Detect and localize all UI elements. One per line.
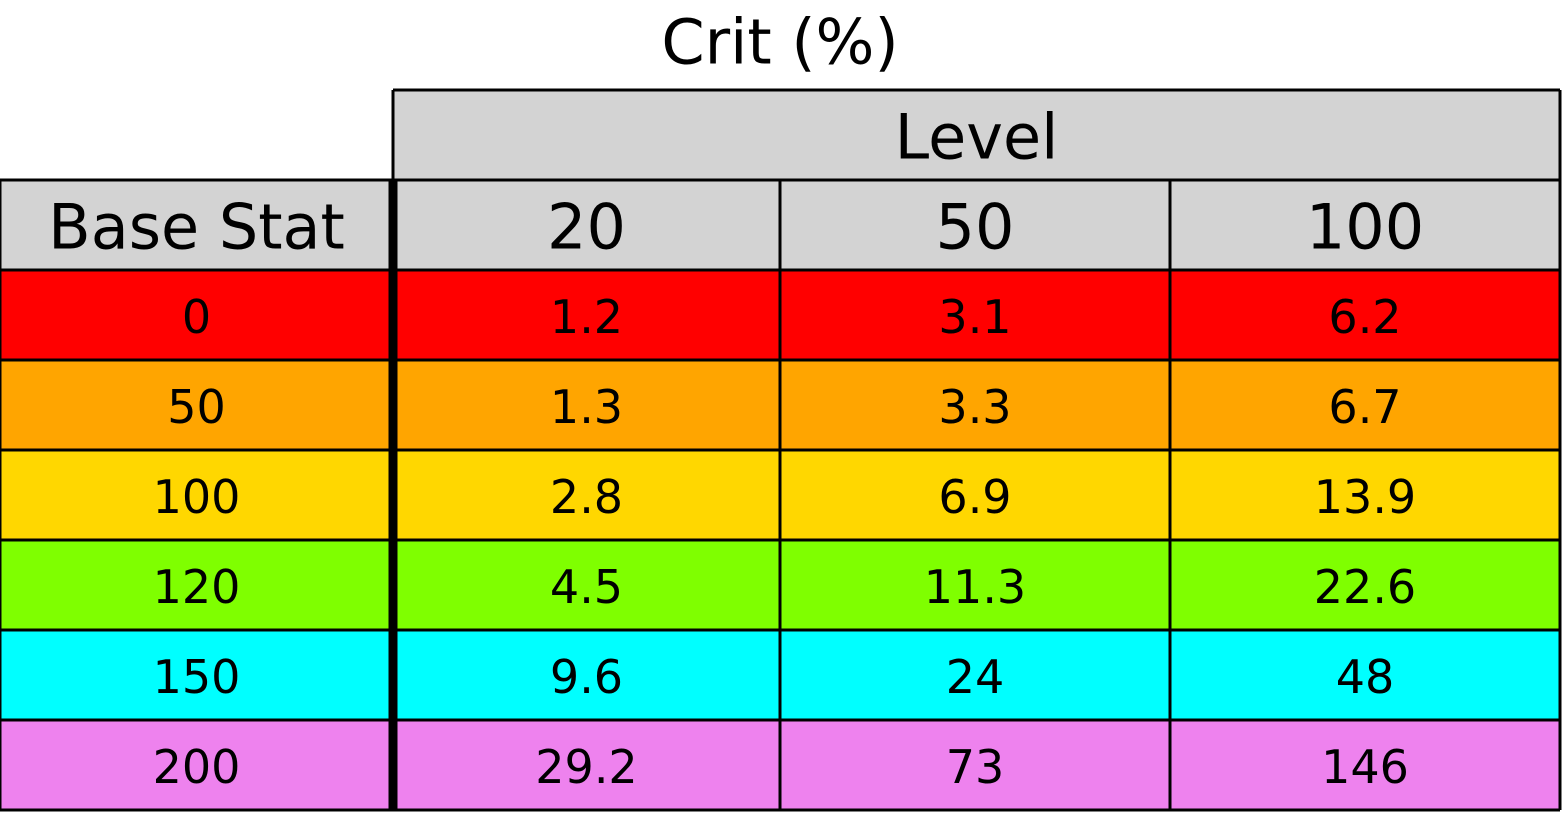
base-stat-cell: 50 bbox=[167, 380, 226, 434]
level-column-header-cell bbox=[393, 180, 780, 270]
level-column-header-cell bbox=[780, 180, 1170, 270]
crit-value-cell: 13.9 bbox=[1314, 470, 1416, 524]
base-stat-header-label: Base Stat bbox=[48, 191, 345, 264]
level-column-header-label: 100 bbox=[1306, 191, 1424, 264]
table-title: Crit (%) bbox=[661, 6, 898, 79]
crit-value-cell: 6.2 bbox=[1328, 290, 1401, 344]
crit-value-cell: 3.1 bbox=[938, 290, 1011, 344]
level-header-cell bbox=[393, 90, 1560, 180]
base-stat-header-cell bbox=[0, 180, 393, 270]
level-column-header-cell bbox=[1170, 180, 1560, 270]
crit-value-cell: 73 bbox=[946, 740, 1005, 794]
crit-value-cell: 22.6 bbox=[1314, 560, 1416, 614]
table-body: Level Base Stat 20 50 100 0 1.2 3.1 6.2 50 1.3 3.3 6… bbox=[0, 88, 1562, 812]
crit-value-cell: 6.7 bbox=[1328, 380, 1401, 434]
crit-value-cell: 6.9 bbox=[938, 470, 1011, 524]
base-stat-cell: 120 bbox=[153, 560, 241, 614]
level-header-label: Level bbox=[895, 101, 1059, 174]
crit-value-cell: 11.3 bbox=[924, 560, 1026, 614]
level-column-header-label: 50 bbox=[936, 191, 1015, 264]
crit-value-cell: 24 bbox=[946, 650, 1005, 704]
crit-value-cell: 146 bbox=[1321, 740, 1409, 794]
level-column-header-label: 20 bbox=[547, 191, 626, 264]
base-stat-cell: 200 bbox=[153, 740, 241, 794]
crit-value-cell: 1.2 bbox=[550, 290, 623, 344]
crit-value-cell: 3.3 bbox=[938, 380, 1011, 434]
crit-value-cell: 2.8 bbox=[550, 470, 623, 524]
base-stat-cell: 100 bbox=[153, 470, 241, 524]
crit-value-cell: 4.5 bbox=[550, 560, 623, 614]
crit-value-cell: 1.3 bbox=[550, 380, 623, 434]
base-stat-cell: 150 bbox=[153, 650, 241, 704]
crit-value-cell: 9.6 bbox=[550, 650, 623, 704]
crit-value-cell: 29.2 bbox=[535, 740, 637, 794]
crit-value-cell: 48 bbox=[1336, 650, 1395, 704]
base-stat-cell: 0 bbox=[182, 290, 211, 344]
